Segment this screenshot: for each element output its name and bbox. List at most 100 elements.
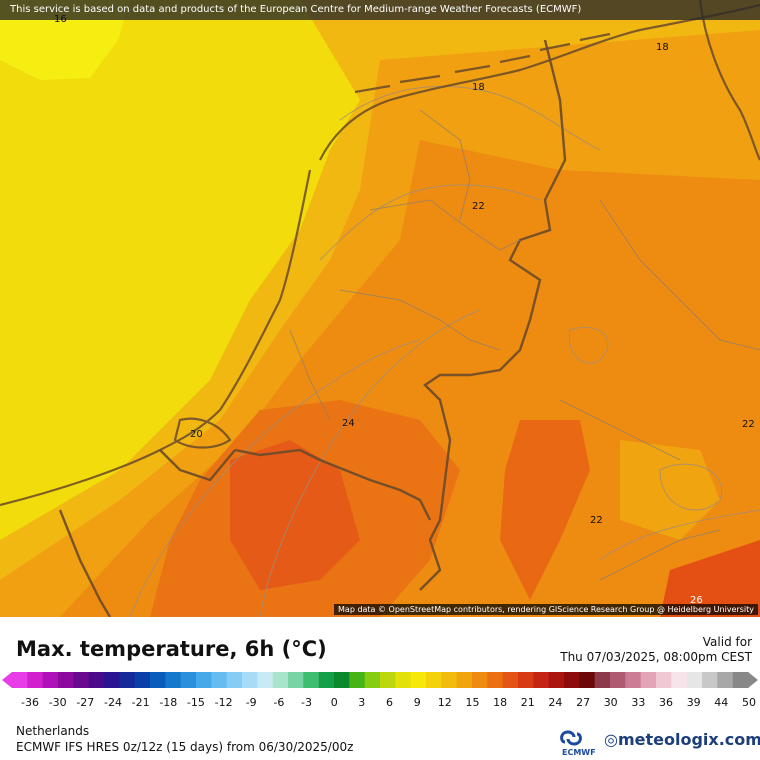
color-swatch: [257, 672, 274, 688]
color-swatch: [58, 672, 74, 688]
color-swatch: [272, 672, 289, 688]
map-canvas: [0, 0, 760, 617]
scale-tick-label: 9: [413, 696, 421, 709]
scale-tick-label: 15: [465, 696, 480, 709]
color-swatch: [180, 672, 197, 688]
scale-tick-label: 3: [358, 696, 366, 709]
contour-label-18-north: 18: [472, 82, 485, 93]
map-attribution: Map data © OpenStreetMap contributors, r…: [334, 604, 758, 615]
color-swatch: [12, 672, 28, 688]
color-scale-bar: [2, 672, 758, 688]
color-swatch: [88, 672, 105, 688]
scale-tick-label: 24: [548, 696, 563, 709]
contour-label-26: 26: [690, 595, 703, 606]
color-swatch: [318, 672, 335, 688]
country-borders: [58, 39, 567, 617]
scale-tick-label: -24: [104, 696, 122, 709]
scale-tick-label: -18: [159, 696, 178, 709]
color-swatch: [150, 672, 166, 688]
scale-tick-label: 12: [437, 696, 452, 709]
color-swatch: [134, 672, 151, 688]
scale-max-arrow: [748, 672, 758, 688]
contour-label-22-south-east: 22: [590, 515, 603, 526]
scale-tick-label: 18: [493, 696, 508, 709]
temperature-map[interactable]: This service is based on data and produc…: [0, 0, 760, 617]
color-swatch: [334, 672, 350, 688]
scale-tick-label: 0: [330, 696, 338, 709]
scale-tick-label: -9: [245, 696, 257, 709]
scale-tick-label: 21: [520, 696, 535, 709]
scale-tick-label: 6: [386, 696, 393, 709]
scale-tick-label: -27: [76, 696, 95, 709]
scale-tick-label: 30: [603, 696, 618, 709]
province-borders: [289, 109, 760, 581]
color-swatch: [226, 672, 243, 688]
color-swatch: [441, 672, 458, 688]
scale-tick-label: -3: [301, 696, 312, 709]
color-swatch: [671, 672, 688, 688]
contour-label-24: 24: [342, 418, 355, 429]
ecmwf-logo-icon: [560, 730, 582, 746]
scale-tick-label: -6: [273, 696, 285, 709]
color-swatch: [472, 672, 488, 688]
color-swatch: [119, 672, 136, 688]
scale-tick-label: 36: [659, 696, 673, 709]
color-swatch: [717, 672, 734, 688]
scale-min-arrow: [2, 672, 12, 688]
meteologix-icon: ◎: [604, 730, 618, 749]
scale-tick-label: -36: [21, 696, 39, 709]
color-swatch: [410, 672, 427, 688]
scale-tick-label: -21: [131, 696, 150, 709]
color-swatch: [196, 672, 212, 688]
scale-tick-label: 33: [631, 696, 646, 709]
scale-tick-label: 27: [576, 696, 591, 709]
color-swatch: [104, 672, 120, 688]
scale-tick-label: 39: [686, 696, 701, 709]
meteologix-brand-link[interactable]: ◎meteologix.com: [604, 730, 760, 749]
color-swatch: [487, 672, 504, 688]
color-swatch: [27, 672, 44, 688]
color-swatch: [211, 672, 228, 688]
legend-panel: [0, 617, 760, 760]
contour-label-16: 16: [54, 14, 67, 25]
color-swatch: [579, 672, 596, 688]
field-hot-south-east: [660, 540, 760, 617]
contour-label-18-north-east: 18: [656, 42, 669, 53]
color-swatch: [288, 672, 304, 688]
color-swatch: [610, 672, 626, 688]
color-swatch: [456, 672, 473, 688]
color-swatch: [625, 672, 642, 688]
scale-tick-label: 44: [714, 696, 729, 709]
color-swatch: [349, 672, 366, 688]
color-swatch: [242, 672, 258, 688]
contour-label-20-coast: 20: [190, 429, 203, 440]
color-swatch: [502, 672, 519, 688]
ecmwf-logo-text: ECMWF: [562, 748, 596, 757]
color-swatch: [364, 672, 381, 688]
scale-tick-label: 50: [742, 696, 756, 709]
color-swatch: [594, 672, 611, 688]
color-swatch: [686, 672, 703, 688]
color-swatch: [42, 672, 59, 688]
ecmwf-logo[interactable]: ECMWF: [556, 728, 606, 758]
scale-tick-label: -30: [48, 696, 67, 709]
color-swatch: [640, 672, 657, 688]
color-swatch: [426, 672, 442, 688]
field-hottest-west: [230, 440, 360, 590]
map-title: Max. temperature, 6h (°C): [16, 637, 327, 661]
color-swatch: [303, 672, 320, 688]
region-name: Netherlands: [16, 724, 90, 738]
color-swatch: [165, 672, 182, 688]
data-source-disclaimer: This service is based on data and produc…: [0, 0, 760, 20]
coastline: [0, 0, 760, 507]
color-swatch: [380, 672, 396, 688]
color-swatch: [518, 672, 534, 688]
color-swatch: [548, 672, 565, 688]
field-hot-east: [500, 420, 590, 600]
isotherms: [129, 85, 760, 617]
model-run-info: ECMWF IFS HRES 0z/12z (15 days) from 06/…: [16, 740, 354, 754]
scale-tick-label: -12: [214, 696, 233, 709]
valid-time[interactable]: Thu 07/03/2025, 08:00pm CEST: [560, 650, 752, 664]
color-swatch: [732, 672, 749, 688]
contour-label-22-east: 22: [742, 419, 755, 430]
